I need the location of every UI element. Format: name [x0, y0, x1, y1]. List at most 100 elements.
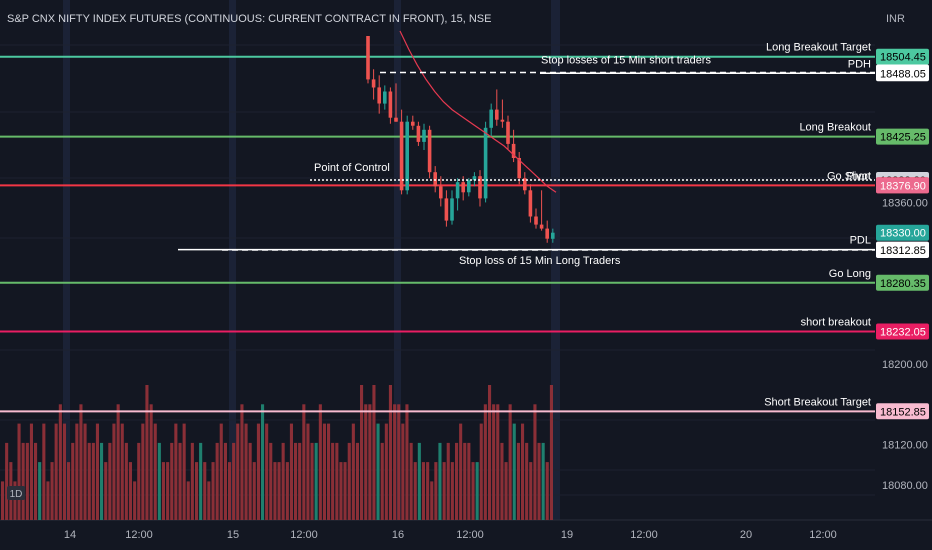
volume-bar [83, 423, 87, 520]
volume-bar [67, 462, 71, 520]
interval-badge-bg[interactable] [7, 486, 25, 500]
volume-bar [508, 404, 512, 520]
volume-bar [58, 404, 62, 520]
price-tag [876, 323, 929, 340]
candle-body [495, 109, 499, 120]
volume-bar [479, 423, 483, 520]
y-tick-label: 18120.00 [882, 439, 928, 451]
volume-bar [265, 423, 269, 520]
x-tick-label: 12:00 [456, 529, 484, 541]
x-tick-label: 12:00 [125, 529, 153, 541]
candle-body [472, 176, 477, 181]
volume-bar [228, 462, 232, 520]
price-tag [876, 224, 929, 241]
volume-bar [450, 462, 454, 520]
volume-bar [521, 423, 525, 520]
interval-badge[interactable]: 1D [10, 489, 23, 500]
time-axis[interactable]: 14 12:00 15 12:00 16 12:00 19 12:00 20 12:00 [64, 529, 837, 541]
volume-bar [190, 442, 194, 520]
candle-body [511, 143, 516, 158]
volume-bar [516, 442, 520, 520]
volume-bar [5, 442, 9, 520]
volume-bar [62, 423, 66, 520]
volume-bar [463, 442, 467, 520]
volume-bar [384, 423, 388, 520]
volume-bar [104, 462, 108, 520]
candle-body [500, 119, 505, 122]
volume-bar [153, 423, 157, 520]
volume-bar [327, 423, 331, 520]
candle-body [478, 176, 482, 199]
session-break [229, 0, 236, 520]
volume-bar [87, 442, 91, 520]
annotation-text: Point of Control [314, 162, 390, 174]
volume-bar [413, 462, 417, 520]
volume-bar [248, 442, 252, 520]
volume-bar [252, 462, 256, 520]
volume-bar [459, 423, 463, 520]
session-shading [63, 0, 560, 520]
volume-bar [347, 442, 351, 520]
candle-body [506, 121, 510, 144]
volume-bar [294, 442, 298, 520]
x-tick-label: 12:00 [630, 529, 658, 541]
candle-body [416, 125, 421, 142]
price-axis[interactable]: 18360.00 18200.00 18120.00 18080.00 18504.45… [876, 48, 929, 492]
volume-bar [261, 404, 265, 520]
candle-body [427, 129, 432, 173]
volume-bar [421, 462, 425, 520]
volume-bar [455, 442, 459, 520]
volume-bar [533, 404, 537, 520]
volume-bar [351, 423, 355, 520]
volume-bar [504, 462, 508, 520]
price-tag [876, 128, 929, 145]
annotations: Stop losses of 15 Min short traders Point… [222, 54, 875, 267]
candle-body [523, 178, 527, 191]
volume-bar [137, 442, 141, 520]
x-tick-label: 14 [64, 529, 76, 541]
x-tick-label: 16 [392, 529, 404, 541]
volume-bar [232, 442, 236, 520]
candle-body [528, 190, 533, 217]
candle-body [433, 172, 437, 187]
candle-body [461, 182, 465, 193]
volume-bar [141, 423, 145, 520]
price-tag-label: 18330.00 [880, 228, 926, 240]
volume-bar [285, 462, 289, 520]
price-tag [876, 177, 929, 194]
moving-average-line [399, 30, 557, 193]
level-label: Go Short [827, 170, 871, 182]
volume-bar [393, 404, 397, 520]
candle-body [517, 158, 521, 179]
candle-body [483, 127, 488, 199]
price-tag-label: 18152.85 [880, 406, 926, 418]
volume-bar [120, 423, 124, 520]
volume-bar [95, 423, 99, 520]
volume-bar [211, 462, 215, 520]
level-label: Short Breakout Target [764, 396, 871, 408]
candle-body [399, 121, 404, 191]
volume-bar [467, 442, 471, 520]
candle-body [455, 182, 460, 199]
candle-body [411, 121, 415, 126]
volume-bar [240, 404, 244, 520]
volume-bar [545, 462, 549, 520]
volume-bar [529, 462, 533, 520]
volume-bar [29, 423, 33, 520]
volume-bar [360, 385, 364, 520]
volume-bar [372, 385, 376, 520]
volume-bar [343, 462, 347, 520]
x-tick-label: 19 [561, 529, 573, 541]
volume-bar [512, 423, 516, 520]
volume-bar [475, 462, 479, 520]
volume-bar [174, 423, 178, 520]
volume-bar [549, 385, 553, 520]
volume-bar [314, 442, 318, 520]
volume-bar [91, 442, 95, 520]
volume-bar [244, 423, 248, 520]
volume-bar [302, 404, 306, 520]
volume-bar [46, 481, 50, 520]
volume-bar [289, 423, 293, 520]
volume-bar [322, 423, 326, 520]
